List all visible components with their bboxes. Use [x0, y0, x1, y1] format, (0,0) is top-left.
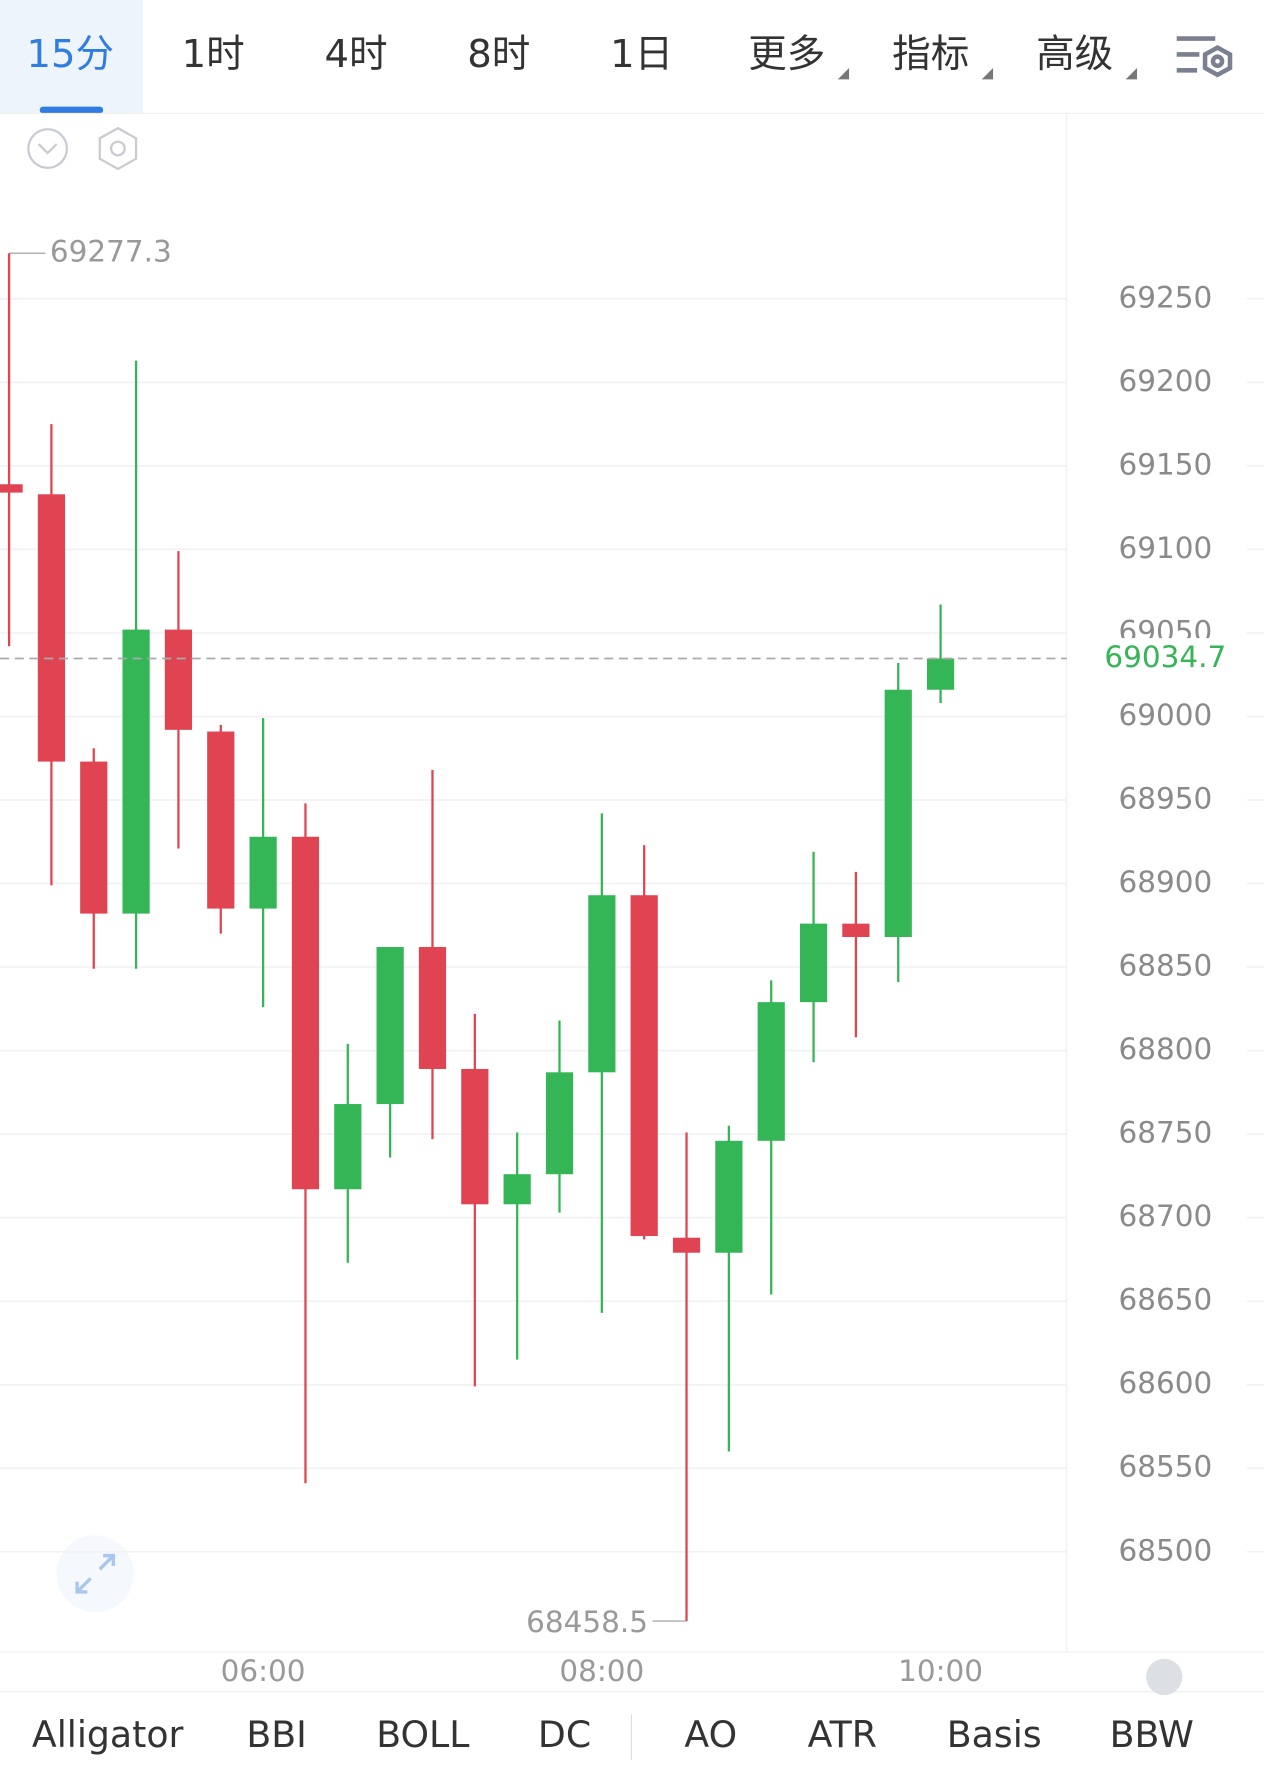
- y-tick-label: 68950: [1119, 782, 1213, 816]
- x-tick-label: 06:00: [221, 1654, 306, 1688]
- candle-body: [418, 947, 447, 1069]
- candle-body: [334, 1104, 362, 1190]
- active-tab-indicator: [39, 106, 104, 114]
- current-price-bg: [1067, 638, 1264, 679]
- y-tick-label: 69000: [1119, 698, 1213, 732]
- expand-button[interactable]: [56, 1535, 134, 1613]
- y-tick-label: 69100: [1119, 531, 1213, 565]
- candle-body: [884, 689, 912, 937]
- y-tick-label: 68750: [1119, 1116, 1213, 1150]
- candle-body: [461, 1068, 489, 1205]
- candle-body: [291, 836, 320, 1190]
- collapse-icon[interactable]: [27, 128, 69, 169]
- indicator-tab[interactable]: BBI: [246, 1713, 306, 1756]
- y-tick-label: 69250: [1119, 280, 1213, 314]
- logo-badge: [1146, 1658, 1183, 1696]
- candle-body: [757, 1002, 785, 1141]
- indicator-tab[interactable]: BOLL: [376, 1713, 470, 1756]
- candle-body: [249, 836, 277, 909]
- y-tick-label: 69150: [1119, 447, 1213, 481]
- candle-body: [842, 923, 870, 937]
- indicator-tab[interactable]: Basis: [947, 1713, 1042, 1756]
- min-label: 68458.5: [526, 1605, 648, 1639]
- candle-body: [80, 761, 108, 914]
- settings-icon[interactable]: [1176, 36, 1233, 78]
- candle-body: [164, 629, 193, 730]
- collapse-icon: [37, 143, 58, 155]
- indicator-tab[interactable]: ATR: [808, 1713, 877, 1756]
- candle-body: [37, 494, 66, 762]
- candle-body: [672, 1237, 701, 1253]
- candle-body: [376, 947, 404, 1105]
- indicator-tab[interactable]: AO: [684, 1713, 737, 1756]
- tab[interactable]: 4时: [324, 32, 387, 77]
- current-price-label: 69034.7: [1104, 640, 1226, 674]
- y-tick-label: 68900: [1119, 865, 1213, 899]
- candle-body: [545, 1072, 574, 1175]
- indicator-tab[interactable]: DC: [538, 1713, 591, 1756]
- y-tick-label: 68550: [1119, 1450, 1213, 1484]
- tab[interactable]: 高级: [1036, 32, 1113, 77]
- settings-hex-icon[interactable]: [98, 126, 138, 171]
- y-tick-label: 68600: [1119, 1366, 1213, 1400]
- candle-body: [0, 484, 23, 493]
- max-label: 69277.3: [50, 235, 172, 269]
- tab[interactable]: 更多: [748, 32, 825, 77]
- candle-body: [799, 923, 828, 1003]
- y-tick-label: 68650: [1119, 1283, 1213, 1317]
- dropdown-caret: [981, 68, 994, 80]
- candle-body: [122, 629, 150, 914]
- indicator-tab[interactable]: Alligator: [32, 1713, 184, 1756]
- candle-body: [207, 731, 235, 909]
- tab[interactable]: 8时: [467, 32, 530, 77]
- x-tick-label: 10:00: [898, 1654, 983, 1688]
- candle-body: [926, 658, 955, 690]
- settings-hex-icon: [109, 140, 126, 157]
- candle-body: [503, 1174, 531, 1205]
- active-tab-bg: [0, 0, 143, 114]
- tab[interactable]: 1时: [182, 32, 245, 77]
- candle-body: [588, 895, 616, 1073]
- candle-body: [630, 895, 658, 1237]
- x-tick-label: 08:00: [559, 1654, 644, 1688]
- y-tick-label: 69200: [1119, 364, 1213, 398]
- expand-icon: [75, 1553, 116, 1594]
- y-tick-label: 68850: [1119, 949, 1213, 983]
- dropdown-caret: [1125, 68, 1138, 80]
- tab[interactable]: 1日: [610, 32, 673, 77]
- tab[interactable]: 15分: [27, 32, 115, 77]
- y-tick-label: 68800: [1119, 1032, 1213, 1066]
- indicator-tab[interactable]: BBW: [1110, 1713, 1194, 1756]
- tab[interactable]: 指标: [892, 32, 969, 77]
- y-tick-label: 68700: [1119, 1199, 1213, 1233]
- candle-body: [715, 1140, 743, 1253]
- dropdown-caret: [837, 68, 850, 80]
- y-tick-label: 68500: [1119, 1533, 1213, 1567]
